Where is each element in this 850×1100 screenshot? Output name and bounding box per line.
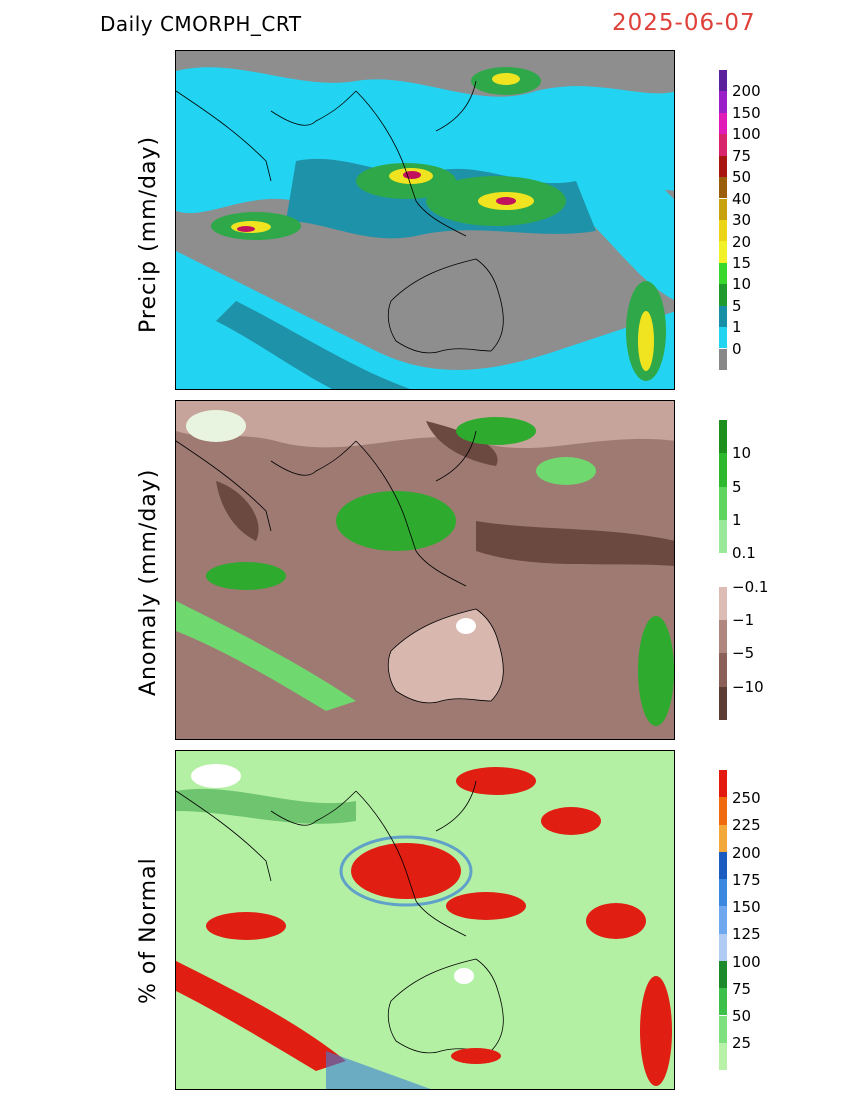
anomaly-cbar-label: −10	[732, 678, 764, 696]
precip-cbar-label: 40	[732, 190, 752, 208]
date-label: 2025-06-07	[612, 10, 756, 36]
precip-cbar-label: 10	[732, 275, 752, 293]
precip-cbar-label: 150	[732, 104, 761, 122]
precip-cbar-label: 100	[732, 125, 761, 143]
precip-map	[175, 50, 675, 390]
percent-cbar-label: 250	[732, 789, 761, 807]
percent-cbar-label: 200	[732, 844, 761, 862]
anomaly-cbar-label: 0.1	[732, 544, 756, 562]
anomaly-map-graphic	[176, 401, 674, 739]
anomaly-axis-label: Anomaly (mm/day)	[136, 468, 161, 696]
anomaly-cbar-label: 5	[732, 478, 742, 496]
percent-cbar-label: 100	[732, 953, 761, 971]
precip-cbar-label: 75	[732, 147, 752, 165]
precip-map-graphic	[176, 51, 674, 389]
percent-cbar-label: 25	[732, 1034, 752, 1052]
percent-cbar-label: 75	[732, 980, 752, 998]
precip-axis-label: Precip (mm/day)	[136, 135, 161, 333]
anomaly-cbar-label: −0.1	[732, 578, 769, 596]
precip-cbar-label: 5	[732, 297, 742, 315]
precip-cbar-label: 200	[732, 82, 761, 100]
precip-cbar-label: 30	[732, 211, 752, 229]
anomaly-cbar-label: 1	[732, 511, 742, 529]
anomaly-map	[175, 400, 675, 740]
percent-cbar-label: 50	[732, 1007, 752, 1025]
percent-cbar-label: 175	[732, 871, 761, 889]
anomaly-cbar-label: −1	[732, 611, 755, 629]
precip-cbar-label: 50	[732, 168, 752, 186]
percent-map-graphic	[176, 751, 674, 1089]
percent-cbar-label: 225	[732, 816, 761, 834]
precip-colorbar	[719, 70, 727, 370]
anomaly-cbar-label: −5	[732, 644, 755, 662]
chart-title: Daily CMORPH_CRT	[100, 12, 302, 36]
anomaly-cbar-label: 10	[732, 444, 752, 462]
precip-cbar-label: 15	[732, 254, 752, 272]
percent-cbar-label: 125	[732, 925, 761, 943]
percent-colorbar	[719, 770, 727, 1070]
precip-cbar-label: 0	[732, 340, 742, 358]
precip-cbar-label: 1	[732, 318, 742, 336]
precip-cbar-label: 20	[732, 233, 752, 251]
percent-axis-label: % of Normal	[136, 857, 161, 1004]
anomaly-colorbar	[719, 420, 727, 720]
percent-map	[175, 750, 675, 1090]
percent-cbar-label: 150	[732, 898, 761, 916]
